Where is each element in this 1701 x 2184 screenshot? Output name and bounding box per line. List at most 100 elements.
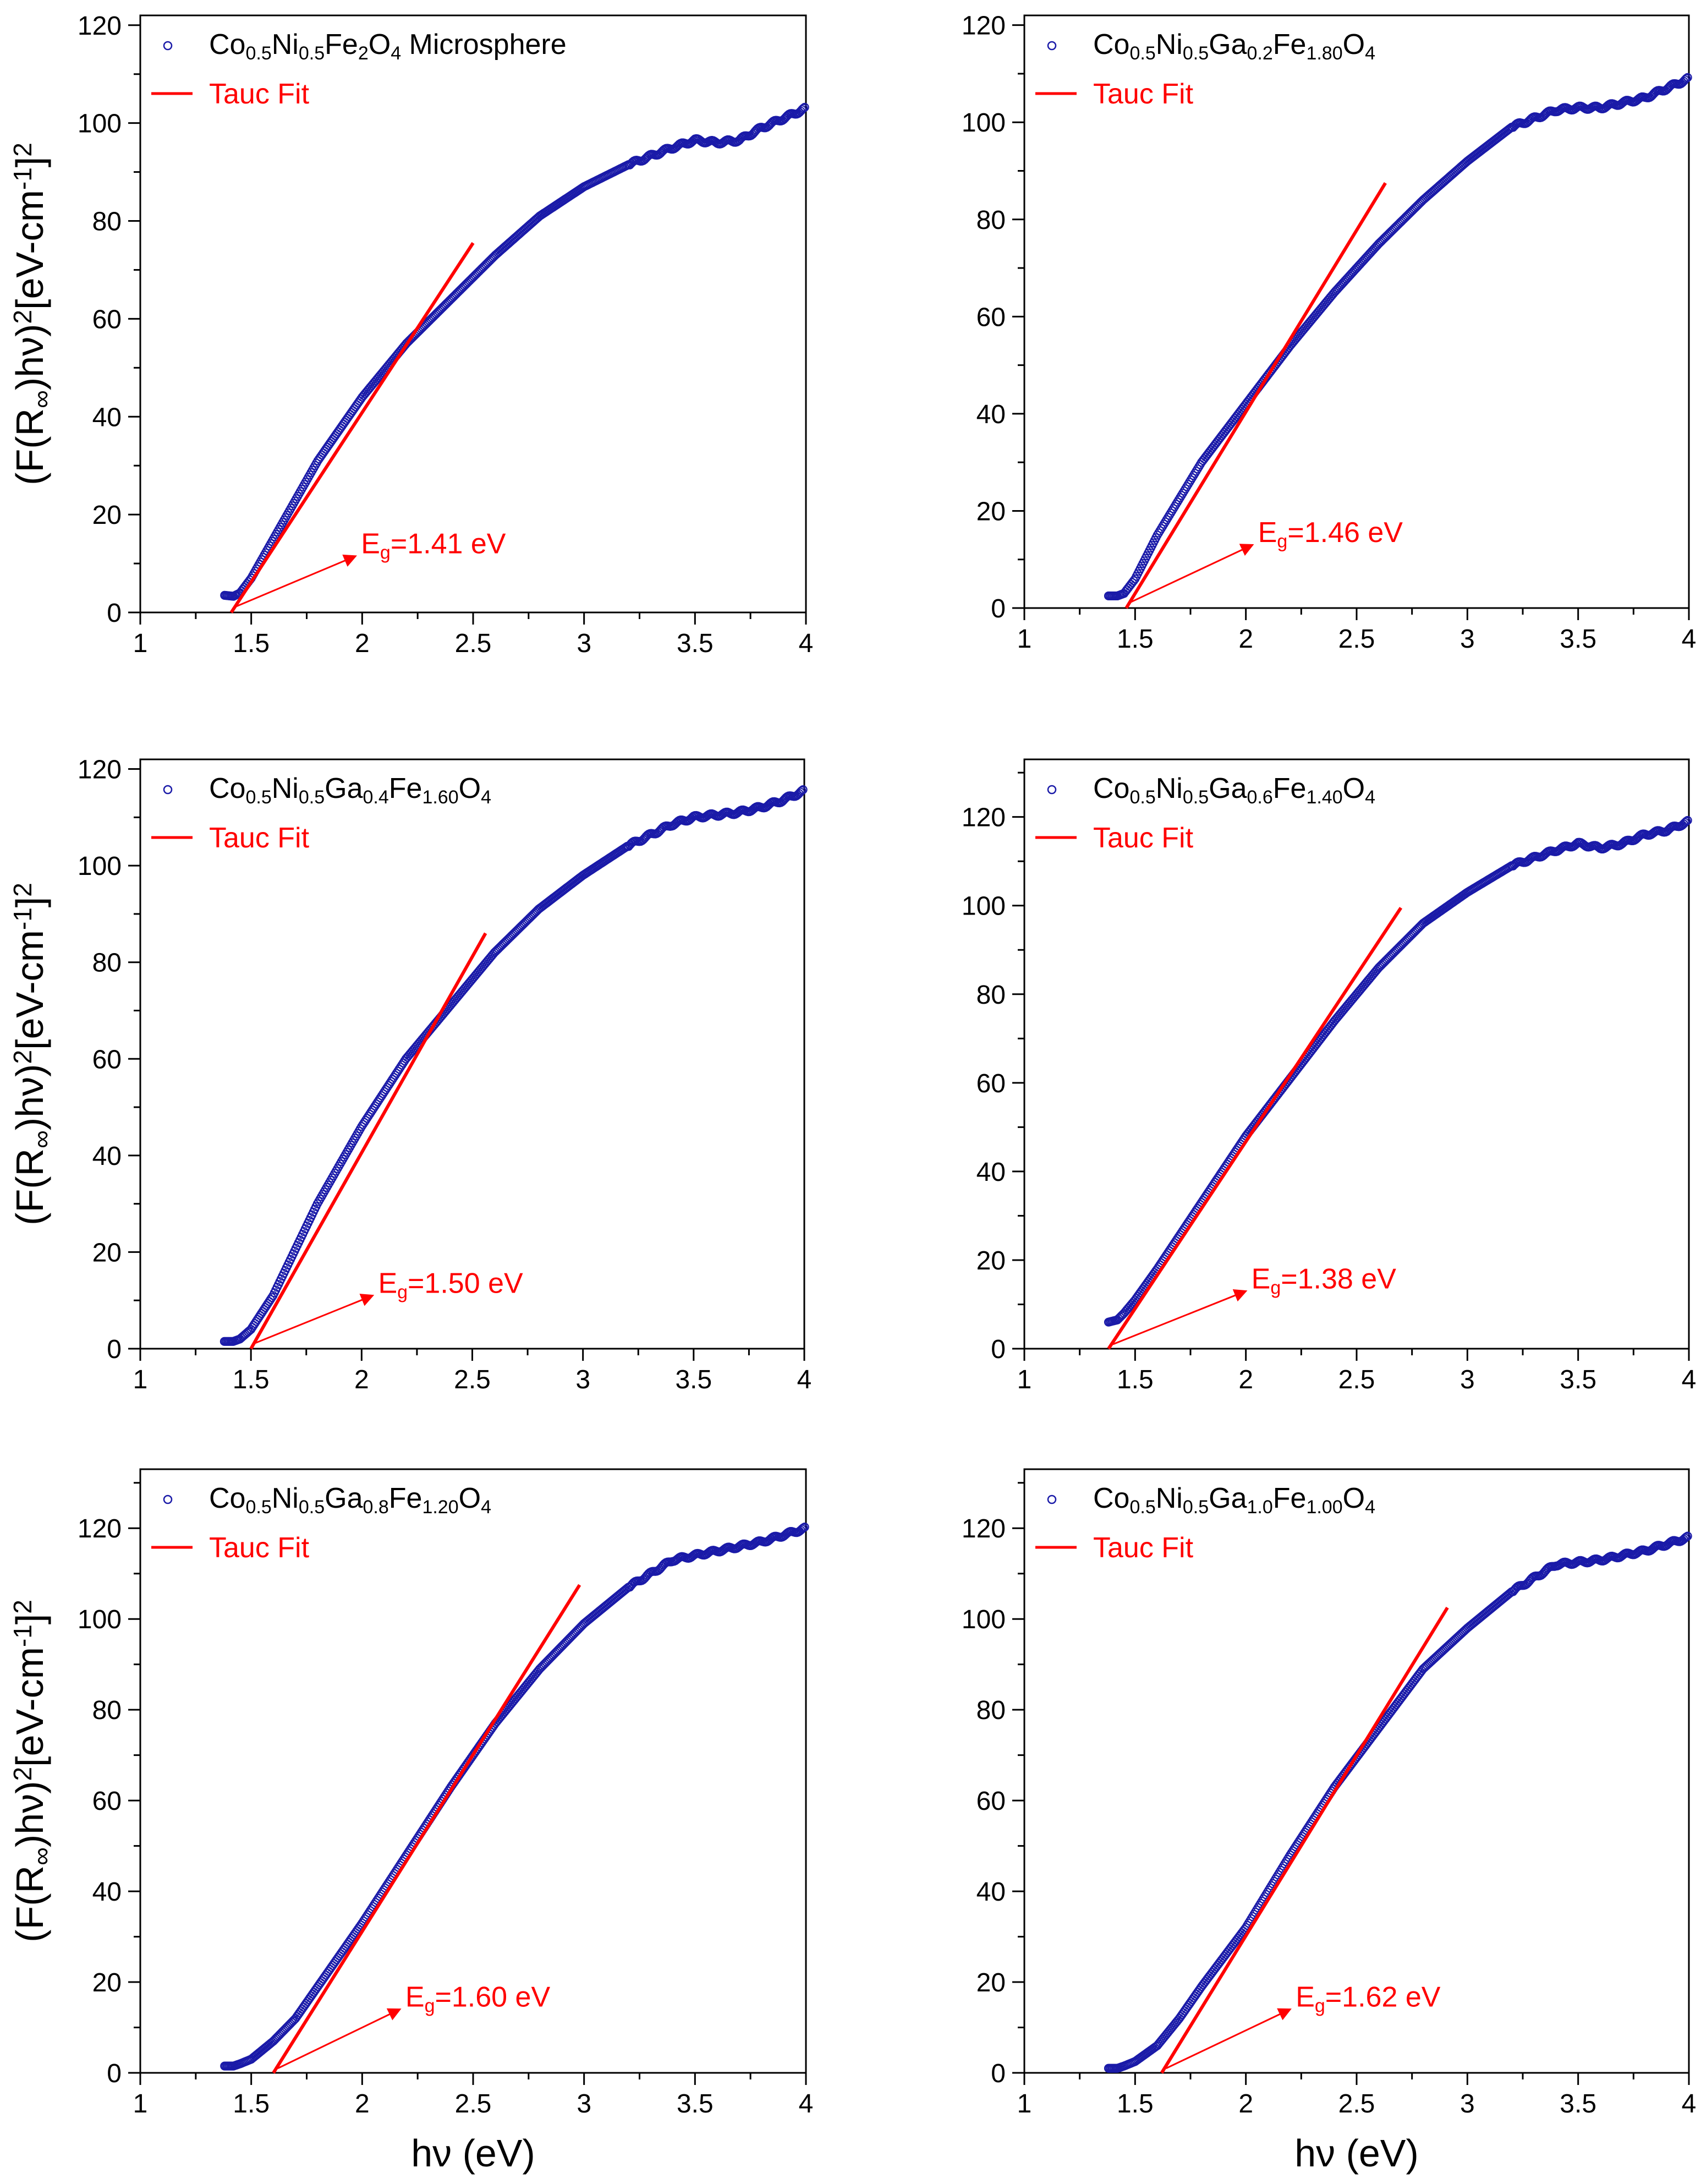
- y-axis-title: (F(R∞)hν)2[eV-cm-1]2: [8, 143, 56, 485]
- band-gap-label-part: =1.60 eV: [435, 1982, 551, 2013]
- data-point: [800, 1523, 809, 1532]
- legend-sample-label-part: 0.5: [1129, 787, 1155, 808]
- y-tick-label: 40: [92, 403, 122, 432]
- x-tick-label: 4: [797, 1365, 812, 1394]
- y-tick-label: 80: [976, 1696, 1006, 1725]
- legend-sample-label-part: 4: [1365, 1497, 1375, 1518]
- legend-sample-label-part: 0.5: [1129, 1497, 1155, 1518]
- legend-sample-label-part: 0.5: [299, 787, 325, 808]
- y-tick-label: 100: [962, 1605, 1006, 1634]
- legend-sample-label-part: 0.5: [245, 43, 271, 64]
- y-tick-label: 20: [976, 1246, 1006, 1276]
- y-tick-label: 60: [92, 305, 122, 334]
- y-tick-label: 40: [976, 400, 1006, 429]
- legend-sample-label-part: 1.40: [1306, 787, 1342, 808]
- legend-sample-label: Co0.5Ni0.5Ga0.2Fe1.80O4: [1093, 29, 1375, 64]
- legend-sample-label-part: 1.00: [1306, 1497, 1342, 1518]
- y-axis-title: (F(R∞)hν)2[eV-cm-1]2: [8, 1600, 56, 1942]
- legend-fit-label: Tauc Fit: [209, 1532, 310, 1564]
- x-tick-label: 4: [799, 2089, 814, 2119]
- legend-sample-label: Co0.5Ni0.5Ga0.4Fe1.60O4: [209, 773, 491, 808]
- data-point: [1680, 75, 1689, 85]
- band-gap-label-part: E: [1258, 517, 1277, 549]
- legend-sample-label-part: 2: [358, 43, 369, 64]
- y-axis-title-part: ∞: [27, 390, 56, 408]
- y-tick-label: 20: [92, 501, 122, 530]
- y-axis-title-part: ]: [8, 1614, 51, 1624]
- y-axis-title-part: -1: [8, 1624, 37, 1647]
- data-point: [267, 1293, 277, 1302]
- y-tick-label: 120: [78, 756, 122, 785]
- legend-sample-label-part: 4: [1365, 787, 1375, 808]
- x-tick-label: 2: [355, 2089, 370, 2119]
- x-tick-label: 2: [1238, 2089, 1253, 2119]
- band-gap-label-part: =1.41 eV: [391, 528, 506, 560]
- x-axis-title: hν (eV): [411, 2132, 535, 2175]
- band-gap-label-part: g: [380, 542, 391, 563]
- legend-sample-label-part: Co: [1093, 29, 1129, 61]
- band-gap-label: Eg=1.62 eV: [1296, 1982, 1441, 2017]
- legend-sample-label-part: Ni: [272, 773, 299, 804]
- legend-sample-label-part: Ni: [1156, 1482, 1183, 1514]
- y-tick-label: 80: [92, 207, 122, 237]
- tauc-fit-line: [1160, 1606, 1449, 2074]
- legend-sample-label-part: 1.60: [422, 787, 458, 808]
- legend-fit-label: Tauc Fit: [1093, 1532, 1194, 1564]
- x-axis-title: hν (eV): [1294, 2132, 1419, 2175]
- legend-sample-label-part: 1.20: [422, 1497, 458, 1518]
- legend-sample-label-part: 0.2: [1247, 43, 1273, 64]
- band-gap-label-part: E: [361, 528, 380, 560]
- y-tick-label: 120: [78, 12, 122, 41]
- data-point: [795, 787, 805, 797]
- y-axis-title-part: ∞: [27, 1847, 56, 1865]
- y-tick-label: 60: [976, 1069, 1006, 1098]
- band-gap-label-part: g: [425, 1995, 435, 2016]
- legend-sample-label-part: O: [459, 773, 481, 804]
- data-series: [220, 1523, 809, 2071]
- data-point: [1683, 73, 1692, 82]
- legend-data-marker: [163, 1495, 173, 1504]
- x-tick-label: 2: [1238, 1365, 1253, 1394]
- data-point: [1683, 815, 1692, 825]
- y-tick-label: 100: [78, 1605, 122, 1634]
- y-axis-title-part: )hν): [8, 1064, 51, 1131]
- x-tick-label: 4: [1682, 2089, 1697, 2119]
- band-gap-label: Eg=1.50 eV: [378, 1267, 523, 1302]
- legend-sample-label-part: Ga: [1209, 29, 1247, 61]
- y-tick-label: 100: [962, 108, 1006, 138]
- data-series: [1104, 73, 1692, 601]
- data-point: [1680, 818, 1689, 827]
- legend-sample-label-part: O: [1343, 1482, 1365, 1514]
- band-gap-label: Eg=1.46 eV: [1258, 517, 1403, 552]
- y-tick-label: 60: [92, 1787, 122, 1816]
- legend-sample-label-part: 4: [481, 1497, 491, 1518]
- x-tick-label: 3.5: [675, 1365, 712, 1394]
- y-tick-label: 0: [991, 2059, 1006, 2088]
- y-tick-label: 40: [92, 1142, 122, 1171]
- band-gap-label-part: g: [1277, 531, 1287, 552]
- y-axis-title-part: ]: [8, 157, 51, 167]
- band-gap-label-part: =1.38 eV: [1281, 1263, 1396, 1295]
- legend-sample-label-part: 0.5: [299, 1497, 325, 1518]
- legend-sample-label-part: Co: [1093, 773, 1129, 804]
- legend-sample-label-part: 4: [391, 43, 401, 64]
- y-tick-label: 40: [976, 1878, 1006, 1907]
- legend-sample-label-part: Ga: [1209, 1482, 1247, 1514]
- x-tick-label: 1.5: [1117, 1365, 1154, 1394]
- legend-sample-label: Co0.5Ni0.5Ga0.8Fe1.20O4: [209, 1482, 491, 1518]
- y-axis-title-part: 2: [8, 1600, 37, 1614]
- x-tick-label: 3.5: [677, 2089, 714, 2119]
- y-axis-title-part: 2: [8, 1767, 37, 1781]
- y-axis-title-part: 2: [8, 883, 37, 897]
- y-axis-title-part: -1: [8, 167, 37, 190]
- data-point: [1129, 576, 1138, 585]
- legend-sample-label-part: Co: [209, 1482, 245, 1514]
- legend-sample-label-part: Fe: [1273, 29, 1307, 61]
- data-point: [797, 786, 806, 796]
- legend-fit-label: Tauc Fit: [209, 822, 310, 854]
- band-gap-arrow: [277, 2008, 402, 2070]
- y-tick-label: 120: [962, 1514, 1006, 1543]
- legend-sample-label-part: Ni: [1156, 773, 1183, 804]
